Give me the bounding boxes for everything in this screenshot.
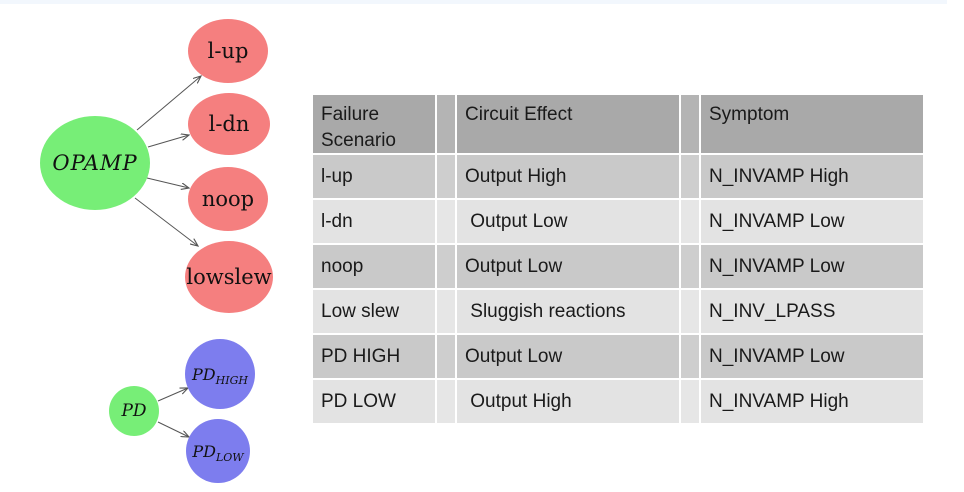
node-pd-label: PD <box>121 401 147 421</box>
node-l-up: l-up <box>188 19 268 83</box>
row-spacer <box>437 245 455 288</box>
row-spacer <box>437 200 455 243</box>
top-edge-strip <box>0 0 947 4</box>
node-pd-low-subscript: LOW <box>215 450 244 464</box>
row-spacer <box>437 290 455 333</box>
node-l-dn-label: l-dn <box>208 112 250 136</box>
table-cell-scenario: PD LOW <box>313 380 435 423</box>
row-spacer <box>437 335 455 378</box>
node-noop-label: noop <box>201 187 255 211</box>
edge-pd-pdlow <box>157 421 189 437</box>
edge-opamp-ldn <box>147 135 189 148</box>
table-cell-scenario: PD HIGH <box>313 335 435 378</box>
column-header-symptom: Symptom <box>701 95 923 153</box>
edge-opamp-noop <box>146 177 189 188</box>
table-cell-symptom: N_INV_LPASS <box>701 290 923 333</box>
node-pd-high-label: PDHIGH <box>192 364 248 387</box>
table-cell-symptom: N_INVAMP Low <box>701 245 923 288</box>
row-spacer <box>437 380 455 423</box>
row-spacer <box>681 200 699 243</box>
table-cell-scenario: Low slew <box>313 290 435 333</box>
row-spacer <box>681 380 699 423</box>
row-spacer <box>681 335 699 378</box>
table-cell-effect: Output Low <box>457 335 679 378</box>
node-l-dn: l-dn <box>188 93 270 155</box>
node-opamp: OPAMP <box>40 116 150 210</box>
node-pd-low-label: PDLOW <box>192 441 244 464</box>
node-pd-high-subscript: HIGH <box>215 373 248 387</box>
table-cell-symptom: N_INVAMP Low <box>701 200 923 243</box>
row-spacer <box>681 290 699 333</box>
node-pd-low: PDLOW <box>186 419 250 483</box>
table-cell-effect: Output Low <box>457 200 679 243</box>
node-l-up-label: l-up <box>207 39 249 63</box>
node-lowslew: lowslew <box>185 241 273 313</box>
table-cell-scenario: l-up <box>313 155 435 198</box>
row-spacer <box>437 155 455 198</box>
row-spacer <box>681 155 699 198</box>
edge-pd-pdhigh <box>157 388 188 402</box>
node-pd: PD <box>109 386 159 436</box>
table-cell-symptom: N_INVAMP High <box>701 155 923 198</box>
table-cell-symptom: N_INVAMP Low <box>701 335 923 378</box>
table-cell-effect: Output High <box>457 380 679 423</box>
row-spacer <box>681 245 699 288</box>
node-lowslew-label: lowslew <box>186 265 272 289</box>
table-cell-scenario: noop <box>313 245 435 288</box>
node-noop: noop <box>188 167 268 231</box>
node-opamp-label: OPAMP <box>52 151 138 175</box>
column-header-failure-scenario: Failure Scenario <box>313 95 435 153</box>
failure-table: Failure Scenario Circuit Effect Symptom … <box>313 95 923 423</box>
table-cell-effect: Sluggish reactions <box>457 290 679 333</box>
table-cell-symptom: N_INVAMP High <box>701 380 923 423</box>
table-cell-scenario: l-dn <box>313 200 435 243</box>
column-header-circuit-effect: Circuit Effect <box>457 95 679 153</box>
table-cell-effect: Output High <box>457 155 679 198</box>
node-pd-high: PDHIGH <box>185 339 255 409</box>
table-cell-effect: Output Low <box>457 245 679 288</box>
header-spacer-1 <box>437 95 455 153</box>
header-spacer-2 <box>681 95 699 153</box>
